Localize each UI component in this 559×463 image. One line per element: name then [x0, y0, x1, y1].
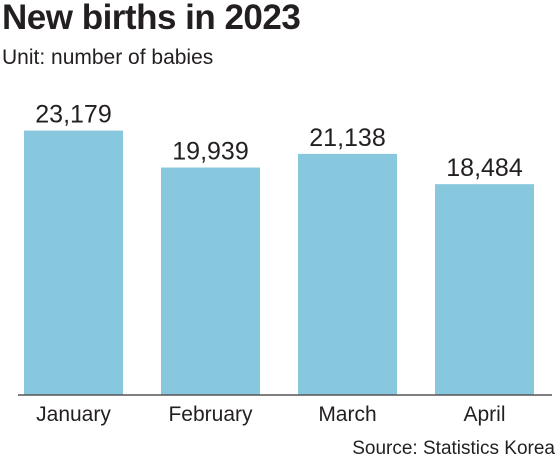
bar-march	[298, 153, 397, 395]
value-label-january: 23,179	[35, 101, 111, 129]
value-label-april: 18,484	[446, 154, 523, 182]
value-label-march: 21,138	[309, 124, 385, 152]
bars-group: 23,179 January 19,939 February 21,138 March 18…	[24, 101, 534, 426]
bar-february	[161, 167, 260, 395]
chart-title: New births in 2023	[2, 0, 301, 37]
category-label-january: January	[36, 403, 111, 426]
category-label-february: February	[168, 403, 253, 426]
chart-subtitle: Unit: number of babies	[2, 46, 214, 69]
category-label-march: March	[318, 403, 376, 426]
category-label-april: April	[463, 403, 505, 426]
value-label-february: 19,939	[172, 138, 248, 166]
bar-april	[435, 184, 534, 395]
source-note: Source: Statistics Korea	[352, 438, 555, 459]
bar-january	[24, 130, 123, 395]
